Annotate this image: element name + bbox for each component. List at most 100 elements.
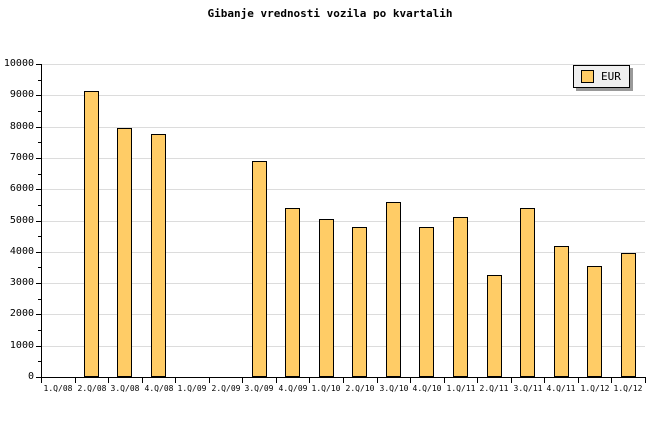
gridline: [42, 346, 645, 347]
y-axis-tick: [36, 64, 41, 65]
x-axis-tick: [242, 378, 243, 383]
x-axis-label: 3.Q/08: [110, 384, 140, 393]
x-axis-tick: [444, 378, 445, 383]
x-axis-label: 1.Q/12: [613, 384, 643, 393]
bar-4.Q/10: [419, 227, 434, 377]
bar-3.Q/10: [386, 202, 401, 377]
x-axis-tick: [175, 378, 176, 383]
bar-2.Q/10: [352, 227, 367, 377]
x-axis-label: 2.Q/10: [345, 384, 375, 393]
y-axis-label: 6000: [9, 183, 34, 194]
x-axis-tick: [41, 378, 42, 383]
x-axis-tick: [309, 378, 310, 383]
bar-4.Q/09: [285, 208, 300, 377]
x-axis-tick: [142, 378, 143, 383]
x-axis-label: 2.Q/11: [479, 384, 509, 393]
y-axis-tick: [36, 252, 41, 253]
y-axis-tick: [36, 377, 41, 378]
bar-3.Q/09: [252, 161, 267, 377]
x-axis-label: 4.Q/10: [412, 384, 442, 393]
y-axis-tick: [36, 346, 41, 347]
bar-1.Q/10: [319, 219, 334, 377]
y-axis-tick: [36, 283, 41, 284]
x-axis-tick: [645, 378, 646, 383]
legend: EUR: [573, 65, 630, 88]
gridline: [42, 314, 645, 315]
x-axis-tick: [611, 378, 612, 383]
gridline: [42, 221, 645, 222]
x-axis-tick: [108, 378, 109, 383]
bar-4.Q/08: [151, 134, 166, 377]
y-axis-label: 5000: [9, 215, 34, 226]
gridline: [42, 95, 645, 96]
x-axis-label: 4.Q/09: [278, 384, 308, 393]
y-axis-minor-tick: [38, 80, 41, 81]
gridline: [42, 64, 645, 65]
y-axis-tick: [36, 221, 41, 222]
y-axis-label: 1000: [9, 340, 34, 351]
x-axis-tick: [377, 378, 378, 383]
y-axis-label: 0: [27, 371, 34, 382]
chart-title: Gibanje vrednosti vozila po kvartalih: [207, 7, 453, 20]
y-axis-label: 2000: [9, 308, 34, 319]
bar-2.Q/11: [487, 275, 502, 377]
gridline: [42, 252, 645, 253]
y-axis-tick: [36, 95, 41, 96]
y-axis-minor-tick: [38, 111, 41, 112]
bar-1.Q/12: [621, 253, 636, 377]
y-axis-label: 8000: [9, 121, 34, 132]
x-axis-label: 3.Q/09: [244, 384, 274, 393]
x-axis-label: 3.Q/11: [513, 384, 543, 393]
y-axis-minor-tick: [38, 205, 41, 206]
plot-area: [41, 64, 646, 378]
x-axis-tick: [544, 378, 545, 383]
bar-1.Q/12: [587, 266, 602, 377]
x-axis-tick: [209, 378, 210, 383]
y-axis-label: 4000: [9, 246, 34, 257]
legend-label: EUR: [601, 70, 621, 83]
x-axis-tick: [578, 378, 579, 383]
x-axis-label: 2.Q/08: [77, 384, 107, 393]
y-axis-label: 10000: [3, 58, 34, 69]
gridline: [42, 283, 645, 284]
x-axis-tick: [75, 378, 76, 383]
x-axis-tick: [410, 378, 411, 383]
gridline: [42, 189, 645, 190]
y-axis-minor-tick: [38, 174, 41, 175]
x-axis-label: 1.Q/09: [177, 384, 207, 393]
x-axis-label: 1.Q/10: [311, 384, 341, 393]
x-axis-tick: [343, 378, 344, 383]
x-axis-tick: [477, 378, 478, 383]
gridline: [42, 158, 645, 159]
x-axis-label: 1.Q/08: [43, 384, 73, 393]
x-axis-tick: [511, 378, 512, 383]
bar-2.Q/08: [84, 91, 99, 377]
y-axis-tick: [36, 158, 41, 159]
y-axis-tick: [36, 127, 41, 128]
x-axis-label: 2.Q/09: [211, 384, 241, 393]
x-axis-label: 4.Q/11: [546, 384, 576, 393]
y-axis-minor-tick: [38, 236, 41, 237]
y-axis-label: 7000: [9, 152, 34, 163]
y-axis-minor-tick: [38, 361, 41, 362]
bar-3.Q/08: [117, 128, 132, 377]
bar-4.Q/11: [554, 246, 569, 377]
gridline: [42, 127, 645, 128]
x-axis-tick: [276, 378, 277, 383]
y-axis-minor-tick: [38, 267, 41, 268]
bar-1.Q/11: [453, 217, 468, 377]
y-axis-label: 9000: [9, 89, 34, 100]
y-axis-minor-tick: [38, 142, 41, 143]
x-axis-label: 1.Q/11: [446, 384, 476, 393]
legend-color-swatch: [581, 70, 594, 83]
x-axis-label: 1.Q/12: [580, 384, 610, 393]
y-axis-tick: [36, 314, 41, 315]
x-axis-label: 4.Q/08: [144, 384, 174, 393]
y-axis-label: 3000: [9, 277, 34, 288]
y-axis-tick: [36, 189, 41, 190]
x-axis-label: 3.Q/10: [379, 384, 409, 393]
y-axis-minor-tick: [38, 299, 41, 300]
bar-3.Q/11: [520, 208, 535, 377]
y-axis-minor-tick: [38, 330, 41, 331]
